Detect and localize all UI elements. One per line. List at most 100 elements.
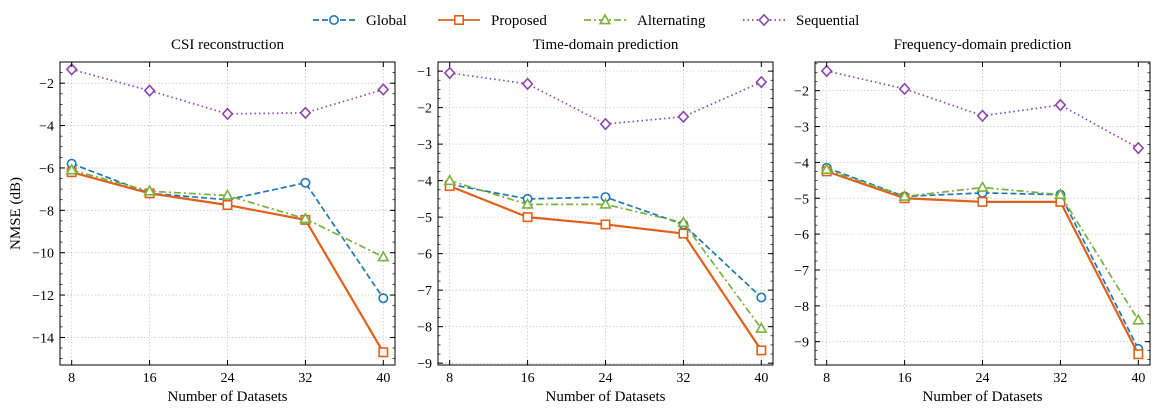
legend-label-global: Global bbox=[366, 13, 407, 29]
data-point-alternating-24 bbox=[221, 188, 234, 200]
y-tick-label: −4 bbox=[39, 120, 54, 135]
chart-csi-reconstruction: 8 16 24 32 40 −14 −12 −10 −8 −6 −4 −2 CSI reconstruc… bbox=[8, 37, 396, 405]
y-tick-label: −8 bbox=[417, 321, 432, 336]
y-tick-label: −6 bbox=[39, 162, 54, 177]
x-axis-label: Number of Datasets bbox=[168, 389, 288, 405]
data-point-alternating-40 bbox=[1132, 313, 1145, 325]
x-tick-label: 32 bbox=[676, 371, 690, 386]
x-tick-label: 24 bbox=[976, 371, 990, 386]
y-tick-label: −2 bbox=[794, 85, 809, 100]
series-sequential bbox=[820, 64, 1145, 155]
data-point-sequential-8 bbox=[820, 64, 833, 78]
y-tick-label: −9 bbox=[794, 336, 809, 351]
data-point-global-40 bbox=[756, 292, 767, 303]
y-tick-label: −12 bbox=[32, 289, 54, 304]
data-point-proposed-16 bbox=[522, 212, 533, 223]
chart-time-domain-prediction: 8 16 24 32 40 −9 −8 −7 −6 −5 −4 −3 −2 −1 Time-domain p… bbox=[417, 37, 774, 405]
legend-item-alternating: Alternating bbox=[584, 13, 706, 29]
y-tick-label: −6 bbox=[417, 248, 432, 263]
data-point-alternating-24 bbox=[599, 197, 612, 209]
y-tick-label: −8 bbox=[39, 204, 54, 219]
series-alternating bbox=[65, 163, 390, 262]
legend-marker-proposed bbox=[453, 15, 464, 25]
x-tick-label: 32 bbox=[298, 371, 312, 386]
y-tick-label: −10 bbox=[32, 247, 54, 262]
data-point-sequential-40 bbox=[377, 83, 390, 96]
y-tick-label: −5 bbox=[417, 211, 432, 226]
x-tick-label: 40 bbox=[1131, 371, 1145, 386]
data-point-proposed-40 bbox=[378, 347, 389, 358]
data-point-proposed-32 bbox=[678, 228, 689, 239]
x-tick-label: 16 bbox=[521, 371, 535, 386]
x-tick-label: 40 bbox=[754, 371, 768, 386]
y-tick-label: −3 bbox=[794, 121, 809, 136]
y-axis-label: NMSE (dB) bbox=[8, 177, 24, 250]
series-alternating bbox=[820, 162, 1145, 325]
data-point-sequential-24 bbox=[976, 109, 989, 123]
data-point-sequential-40 bbox=[755, 75, 768, 89]
chart-title: Time-domain prediction bbox=[533, 37, 679, 53]
x-tick-label: 16 bbox=[143, 371, 157, 386]
y-tick-label: −14 bbox=[32, 331, 54, 346]
y-tick-label: −8 bbox=[794, 300, 809, 315]
series-line-global bbox=[71, 162, 385, 299]
data-point-alternating-24 bbox=[976, 180, 989, 192]
data-point-alternating-40 bbox=[377, 250, 390, 262]
data-point-sequential-32 bbox=[299, 106, 312, 120]
data-point-alternating-32 bbox=[299, 212, 312, 224]
data-point-sequential-16 bbox=[898, 82, 911, 96]
data-point-global-32 bbox=[300, 177, 311, 188]
legend-label-proposed: Proposed bbox=[491, 13, 547, 29]
data-point-global-40 bbox=[378, 293, 389, 304]
legend-marker-global bbox=[328, 15, 339, 25]
chart-legend: Global Proposed Alternating Sequential bbox=[313, 13, 859, 29]
series-line-global bbox=[826, 166, 1140, 350]
y-tick-label: −2 bbox=[39, 77, 54, 92]
data-point-alternating-16 bbox=[898, 189, 911, 201]
chart-title: Frequency-domain prediction bbox=[894, 37, 1072, 53]
legend-label-alternating: Alternating bbox=[637, 13, 706, 29]
series-proposed bbox=[444, 181, 767, 356]
x-axis-label: Number of Datasets bbox=[546, 389, 666, 405]
x-tick-label: 40 bbox=[376, 371, 390, 386]
y-tick-label: −4 bbox=[417, 175, 432, 190]
data-point-alternating-8 bbox=[820, 162, 833, 174]
data-point-alternating-32 bbox=[1054, 188, 1067, 200]
x-tick-label: 8 bbox=[823, 371, 830, 386]
x-tick-label: 32 bbox=[1053, 371, 1067, 386]
y-tick-label: −4 bbox=[794, 156, 809, 171]
y-tick-label: −2 bbox=[417, 102, 432, 117]
x-tick-label: 8 bbox=[446, 371, 453, 386]
y-tick-label: −7 bbox=[417, 284, 432, 299]
series-sequential bbox=[65, 63, 390, 121]
y-tick-label: −9 bbox=[417, 357, 432, 372]
data-point-proposed-24 bbox=[977, 196, 988, 207]
x-tick-label: 16 bbox=[898, 371, 912, 386]
data-point-proposed-24 bbox=[600, 219, 611, 230]
data-point-alternating-8 bbox=[443, 174, 456, 186]
data-point-sequential-32 bbox=[1054, 98, 1067, 112]
data-point-sequential-16 bbox=[521, 77, 534, 91]
data-point-alternating-16 bbox=[521, 197, 534, 209]
x-tick-label: 24 bbox=[221, 371, 235, 386]
series-alternating bbox=[443, 174, 768, 333]
x-axis-label: Number of Datasets bbox=[923, 389, 1043, 405]
data-point-proposed-24 bbox=[222, 200, 233, 211]
data-point-alternating-16 bbox=[143, 184, 156, 196]
data-point-alternating-32 bbox=[677, 215, 690, 228]
chart-title: CSI reconstruction bbox=[171, 37, 284, 53]
chart-frequency-domain-prediction: 8 16 24 32 40 −9 −8 −7 −6 −5 −4 −3 −2 Frequency-domai… bbox=[794, 37, 1151, 405]
series-sequential bbox=[443, 66, 768, 131]
data-point-sequential-40 bbox=[1132, 141, 1145, 155]
x-tick-label: 8 bbox=[68, 371, 75, 386]
data-point-sequential-24 bbox=[221, 107, 234, 121]
data-point-sequential-16 bbox=[143, 84, 156, 97]
legend-label-sequential: Sequential bbox=[796, 13, 859, 29]
y-tick-label: −5 bbox=[794, 192, 809, 207]
legend-item-sequential: Sequential bbox=[743, 13, 859, 29]
data-point-alternating-8 bbox=[65, 163, 78, 175]
y-tick-label: −7 bbox=[794, 264, 809, 279]
data-point-alternating-40 bbox=[755, 321, 768, 333]
y-tick-label: −6 bbox=[794, 228, 809, 243]
